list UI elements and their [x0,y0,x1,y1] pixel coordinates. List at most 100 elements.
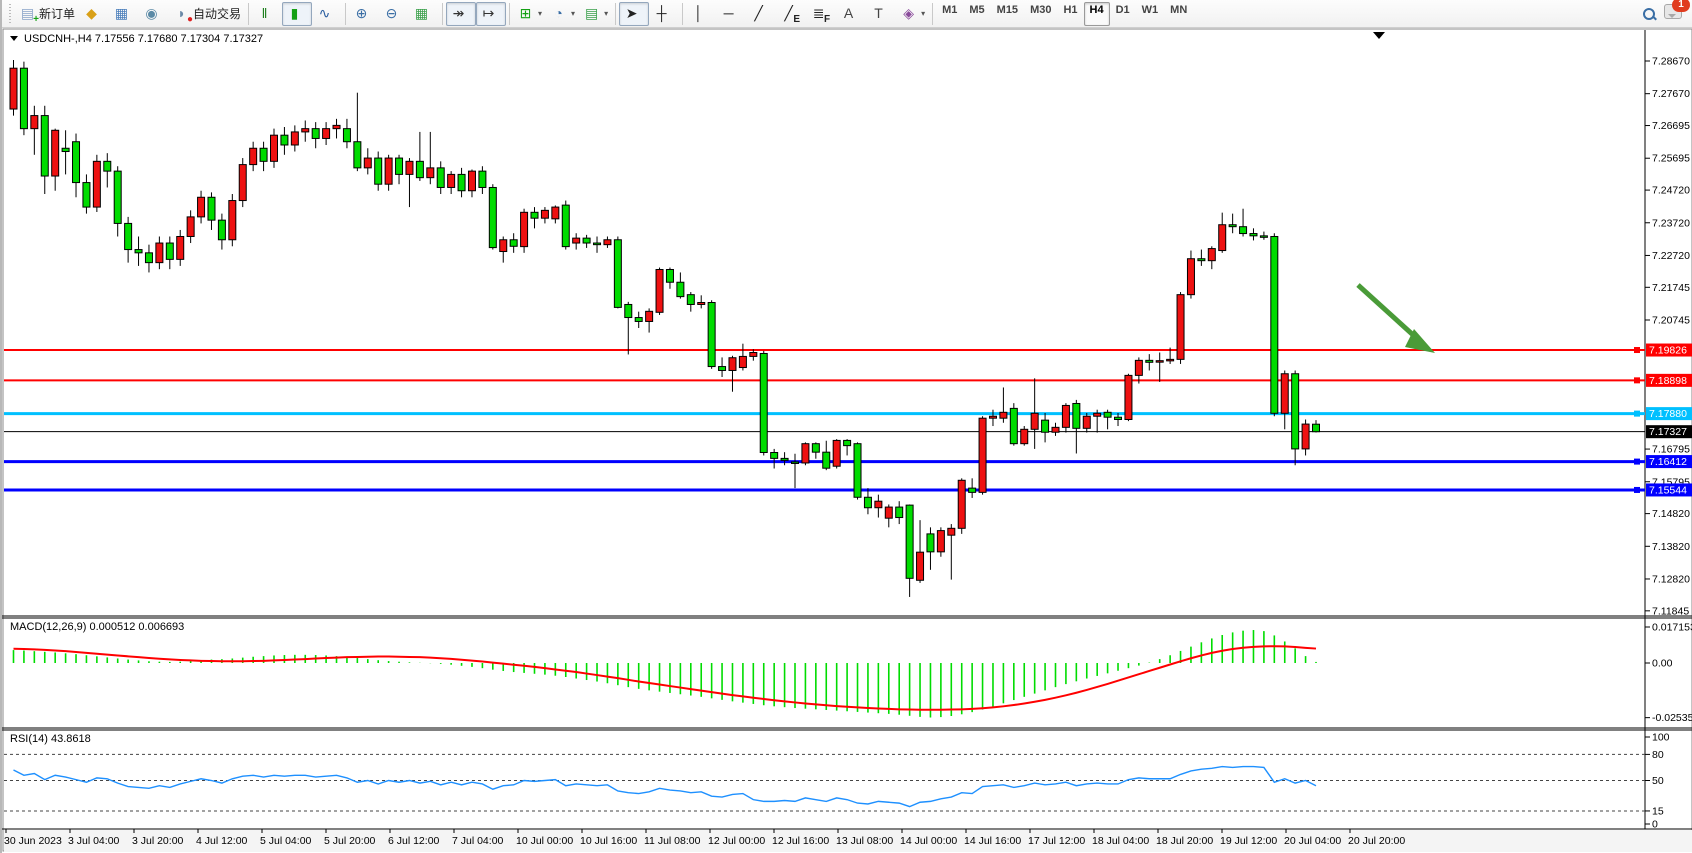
timeframe-mn-button[interactable]: MN [1170,3,1188,16]
label-button[interactable]: T [866,2,896,26]
text-button[interactable]: A [836,2,866,26]
chart-area[interactable]: 7.28670 7.27670 7.26695 7.25695 7.24720 7.237… [2,28,1692,853]
wallet-icon: ◆ [86,5,97,21]
chart-shift-marker[interactable] [1373,32,1385,39]
symbol-dropdown-icon[interactable] [10,36,18,41]
svg-text:7.12820: 7.12820 [1652,573,1690,585]
svg-text:18 Jul 04:00: 18 Jul 04:00 [1092,835,1149,847]
signals-button[interactable]: ◉ [139,2,169,26]
timeframe-m5-button[interactable]: M5 [969,3,985,16]
search-icon[interactable] [1642,7,1656,21]
vline-icon: │ [694,5,703,21]
charts-window-icon: ▦ [114,5,129,21]
auto-scroll-button[interactable]: ↠ [446,1,477,26]
cursor-button[interactable]: ➤ [619,1,650,26]
bar-chart-button[interactable]: ‖ [252,2,282,26]
price-badge-7.15544: 7.15544 [1646,483,1692,497]
candlesticks [9,60,1320,597]
svg-text:7.11845: 7.11845 [1652,605,1689,617]
sell-arrow-annotation[interactable] [1356,283,1435,353]
periods-button[interactable]: ◔ ▾ [546,2,579,26]
charts-window-button[interactable]: ▦ [109,2,139,26]
hline-icon: ─ [723,5,734,21]
svg-text:7.22720: 7.22720 [1652,250,1690,262]
auto-scroll-icon: ↠ [452,5,465,21]
svg-text:7.28670: 7.28670 [1652,56,1690,68]
timeframe-m15-button[interactable]: M15 [996,3,1019,16]
svg-text:7.18898: 7.18898 [1649,375,1687,387]
notification-badge: 1 [1672,0,1690,12]
timeframe-d1-button[interactable]: D1 [1115,3,1130,16]
price-badge-7.18898: 7.18898 [1646,373,1692,387]
indicators-button[interactable]: ⊞ ▾ [513,2,546,26]
horizontal-price-lines[interactable] [4,347,1645,493]
svg-text:7.14820: 7.14820 [1652,508,1690,520]
toolbar-separator [442,2,444,25]
svg-text:17 Jul 12:00: 17 Jul 12:00 [1028,835,1085,847]
templates-icon: ▤ [584,5,599,21]
zoom-out-icon: ⊖ [385,5,398,21]
chart-shift-icon: ↦ [482,5,495,21]
svg-text:10 Jul 16:00: 10 Jul 16:00 [580,835,637,847]
channel-button[interactable]: ╱ E [776,2,806,26]
price-badge-7.17327: 7.17327 [1646,425,1692,439]
svg-text:7.25695: 7.25695 [1652,153,1690,165]
templates-button[interactable]: ▤ ▾ [579,2,612,26]
time-axis: 30 Jun 2023 3 Jul 04:00 3 Jul 20:00 4 Jul 1… [2,828,1692,852]
cursor-icon: ➤ [625,5,638,21]
line-chart-button[interactable]: ∿ [312,2,342,26]
new-order-button[interactable]: ▤ + 新订单 [15,2,79,26]
svg-text:7.13820: 7.13820 [1652,541,1690,553]
svg-text:5 Jul 04:00: 5 Jul 04:00 [260,835,312,847]
svg-text:80: 80 [1652,749,1664,761]
timeframe-h4-button[interactable]: H4 [1083,1,1110,26]
svg-text:MACD(12,26,9) 0.000512 0.0066: MACD(12,26,9) 0.000512 0.006693 [10,621,184,633]
hline-button[interactable]: ─ [716,2,746,26]
svg-text:-0.025358: -0.025358 [1652,712,1692,724]
toolbar-drag-handle[interactable] [8,3,13,24]
zoom-in-button[interactable]: ⊕ [349,2,379,26]
autotrade-button-label: 自动交易 [193,7,242,21]
chevron-down-icon[interactable]: ▾ [538,9,543,18]
crosshair-button[interactable]: ┼ [649,2,679,26]
timeframe-m1-button[interactable]: M1 [942,3,958,16]
periods-icon: ◔ [554,5,563,21]
chevron-down-icon[interactable]: ▾ [571,9,576,18]
svg-text:14 Jul 00:00: 14 Jul 00:00 [900,835,957,847]
svg-text:12 Jul 16:00: 12 Jul 16:00 [772,835,829,847]
bar-chart-icon: ‖ [261,5,268,21]
svg-text:7.19826: 7.19826 [1649,345,1687,357]
chevron-down-icon[interactable]: ▾ [604,9,609,18]
chart-title: USDCNH-,H4 7.17556 7.17680 7.17304 7.173… [10,33,263,45]
timeframe-w1-button[interactable]: W1 [1141,3,1159,16]
svg-text:30 Jun 2023: 30 Jun 2023 [4,835,62,847]
shapes-button[interactable]: ◈ ▾ [896,2,929,26]
text-icon: A [843,5,854,21]
chevron-down-icon[interactable]: ▾ [921,9,926,18]
fibonacci-button[interactable]: ≣ F [806,2,836,26]
fibonacci-icon: ≣ F [812,5,831,25]
price-axis: 7.28670 7.27670 7.26695 7.25695 7.24720 7.237… [1645,56,1692,617]
chart-wallet-button[interactable]: ◆ [79,2,109,26]
toolbar: ▤ + 新订单 ◆ ▦ ◉ ◗ ● 自动交易 ‖ ▮ ∿ ⊕ ⊖ ▦ ↠ ↦ ⊞ ▾ ◔ ▾ ▤ ▾ ➤ ┼ │ ─ ╱ ╱ E ≣ F A T ◈… [2,0,1692,28]
timeframe-h1-button[interactable]: H1 [1063,3,1078,16]
svg-text:6 Jul 12:00: 6 Jul 12:00 [388,835,440,847]
svg-text:4 Jul 12:00: 4 Jul 12:00 [196,835,248,847]
new-order-icon: ▤ + [20,5,39,25]
candlestick-button[interactable]: ▮ [282,1,313,26]
tile-windows-button[interactable]: ▦ [409,2,439,26]
timeframe-m30-button[interactable]: M30 [1030,3,1052,16]
autotrade-icon: ◗ ● [177,5,194,25]
channel-icon: ╱ E [784,5,801,25]
vline-button[interactable]: │ [686,2,716,26]
autotrade-button[interactable]: ◗ ● 自动交易 [169,2,245,26]
zoom-out-button[interactable]: ⊖ [379,2,409,26]
tile-windows-icon: ▦ [414,5,429,21]
trendline-button[interactable]: ╱ [746,2,776,26]
svg-text:18 Jul 20:00: 18 Jul 20:00 [1156,835,1213,847]
chart-shift-button[interactable]: ↦ [476,1,507,26]
svg-text:7.17327: 7.17327 [1649,426,1687,438]
svg-text:7.27670: 7.27670 [1652,88,1690,100]
svg-text:10 Jul 00:00: 10 Jul 00:00 [516,835,573,847]
notifications-button[interactable]: 1 [1664,0,1690,24]
